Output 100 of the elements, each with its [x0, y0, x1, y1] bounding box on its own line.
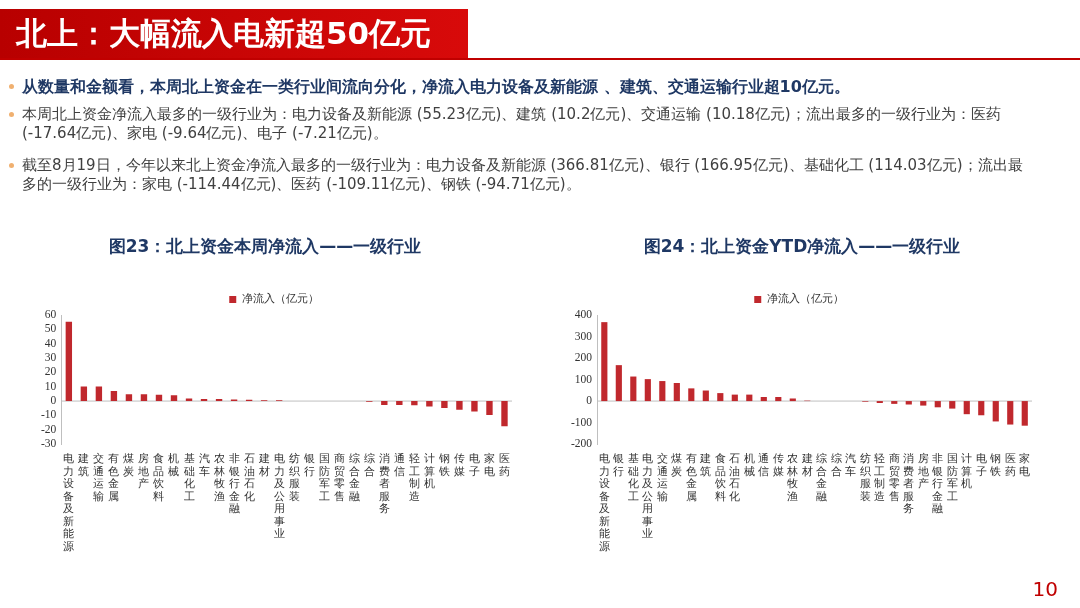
y-tick-label: 50 [44, 322, 57, 335]
y-tick-label: 40 [44, 336, 57, 349]
x-tick-label: 医药 [498, 452, 511, 479]
bar [65, 321, 73, 402]
x-tick-label: 非银行金融 [228, 452, 241, 516]
banner: 北上：大幅流入电新超50亿元 [0, 9, 468, 58]
bar [673, 382, 680, 402]
x-tick-label: 家电 [1018, 452, 1031, 479]
x-tick-label: 机械 [167, 452, 180, 479]
x-tick-label: 钢铁 [989, 452, 1002, 479]
y-tick-label: -20 [40, 422, 57, 435]
bar [471, 401, 478, 412]
x-tick-label: 计算机 [960, 452, 973, 491]
text: 本周北上资金净流入最多的一级行业为：电力设备及新能源 (55.23亿元)、建筑 (10.2亿元)、交通运输 (10.18亿元)；流出最多的一级行业为：医药 (-17.64亿元)、家电 (-9.64亿元)、电子 (-7.21亿元)。 [22, 105, 1001, 142]
x-tick-label: 钢铁 [438, 452, 451, 479]
x-tick-label: 农林牧渔 [213, 452, 226, 504]
x-tick-label: 电力及公用事业 [641, 452, 654, 541]
x-tick-label: 综合 [830, 452, 843, 479]
bar [615, 365, 622, 402]
x-tick-label: 国防军工 [946, 452, 959, 504]
x-tick-label: 传媒 [453, 452, 466, 479]
x-tick-label: 家电 [483, 452, 496, 479]
bar [731, 394, 738, 402]
x-tick-label: 交通运输 [656, 452, 669, 504]
bar [1007, 401, 1014, 425]
bar [934, 401, 941, 408]
bar [486, 401, 493, 415]
bar [215, 399, 223, 402]
x-tick-label: 有色金属 [685, 452, 698, 504]
x-tick-label: 电子 [975, 452, 988, 479]
x-tick-label: 银行 [303, 452, 316, 479]
bar [125, 394, 133, 402]
x-tick-label: 汽车 [198, 452, 211, 479]
bar [978, 401, 985, 416]
y-tick-label: 30 [44, 351, 57, 364]
text: 10 [1032, 577, 1058, 601]
x-tick-label: 综合金融 [815, 452, 828, 504]
x-tick-label: 消费者服务 [378, 452, 391, 516]
x-tick-label: 电子 [468, 452, 481, 479]
y-tick-label: -100 [570, 415, 593, 428]
x-tick-label: 非银行金融 [931, 452, 944, 516]
bar [110, 391, 118, 402]
x-tick-label: 通信 [757, 452, 770, 479]
x-tick-label: 医药 [1004, 452, 1017, 479]
x-tick-label: 建材 [258, 452, 271, 479]
x-tick-label: 电力设备及新能源 [62, 452, 75, 554]
bar [456, 401, 463, 410]
bar [95, 386, 103, 402]
y-tick-label: 0 [50, 394, 57, 407]
x-tick-label: 石油石化 [243, 452, 256, 504]
y-tick-label: 60 [44, 308, 57, 321]
bar [411, 401, 418, 406]
y-tick-label: -200 [570, 437, 593, 450]
bar [601, 322, 608, 402]
x-tick-label: 国防军工 [318, 452, 331, 504]
x-tick-label: 通信 [393, 452, 406, 479]
x-tick-label: 消费者服务 [902, 452, 915, 516]
bar [905, 401, 912, 405]
x-tick-label: 建材 [801, 452, 814, 479]
x-tick-label: 房地产 [137, 452, 150, 491]
bar [185, 398, 193, 402]
bar [688, 388, 695, 402]
bar [80, 386, 88, 402]
bar [441, 401, 448, 408]
x-tick-label: 基础化工 [627, 452, 640, 504]
bar [155, 394, 163, 402]
x-tick-label: 计算机 [423, 452, 436, 491]
x-tick-label: 纺织服装 [859, 452, 872, 504]
x-tick-label: 电力设备及新能源 [598, 452, 611, 554]
bar [992, 401, 999, 422]
x-tick-label: 银行 [612, 452, 625, 479]
y-tick-label: 300 [574, 329, 593, 342]
bar [396, 401, 403, 405]
legend-label: 净流入（亿元） [241, 292, 319, 306]
bar [760, 396, 767, 402]
bar [630, 376, 637, 402]
bar [381, 401, 388, 406]
text: 从数量和金额看，本周北上资金在一类行业间流向分化，净流入电力设备及新能源 、建筑、交通运输行业超10亿元。 [22, 77, 850, 96]
bar [140, 394, 148, 402]
x-tick-label: 综合 [363, 452, 376, 479]
bar [789, 398, 796, 402]
bar [702, 390, 709, 402]
x-tick-label: 建筑 [699, 452, 712, 479]
x-tick-label: 煤炭 [670, 452, 683, 479]
y-tick-label: 20 [44, 365, 57, 378]
bar [949, 401, 956, 409]
x-tick-label: 轻工制造 [408, 452, 421, 504]
x-tick-label: 食品饮料 [714, 452, 727, 504]
y-tick-label: -10 [40, 408, 57, 421]
bar [717, 393, 724, 402]
x-tick-label: 机械 [743, 452, 756, 479]
x-tick-label: 基础化工 [183, 452, 196, 504]
bar [501, 401, 508, 427]
x-tick-label: 纺织服装 [288, 452, 301, 504]
x-tick-label: 综合金融 [348, 452, 361, 504]
y-tick-label: 200 [574, 351, 593, 364]
x-tick-label: 电力及公用事业 [273, 452, 286, 541]
bar [963, 401, 970, 415]
y-tick-label: -30 [40, 437, 57, 450]
x-tick-label: 建筑 [77, 452, 90, 479]
